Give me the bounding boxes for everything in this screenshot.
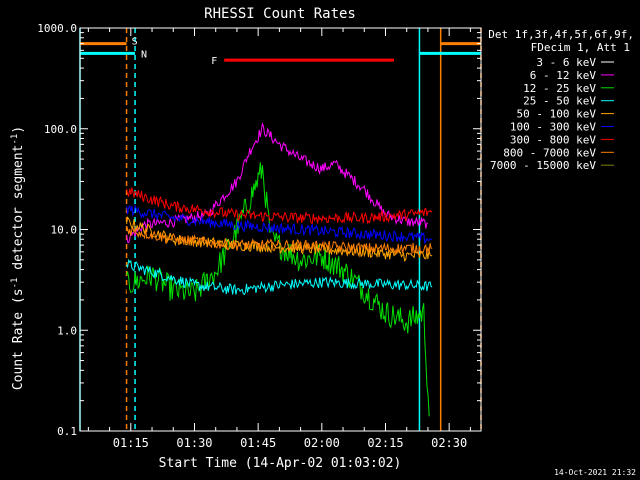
x-tick-label-4: 02:15 xyxy=(367,436,403,450)
x-axis-label: Start Time (14-Apr-02 01:03:02) xyxy=(159,456,402,471)
legend-entry-4: 50 - 100 keV xyxy=(517,108,597,121)
flare-label: F xyxy=(211,56,217,67)
legend-entry-8: 7000 - 15000 keV xyxy=(490,159,596,172)
plot-axes: 0.1 1.0 10.0 100.0 1000.0 01:15 01:30 01:45 02:0… xyxy=(37,22,482,450)
x-tick-label-3: 02:00 xyxy=(304,436,340,450)
series-line-5 xyxy=(126,203,433,245)
legend-entry-5: 100 - 300 keV xyxy=(510,121,596,134)
data-series xyxy=(126,122,433,417)
legend-entry-3: 25 - 50 keV xyxy=(523,95,596,108)
saa-label: S xyxy=(132,37,138,48)
x-tick-label-1: 01:30 xyxy=(176,436,212,450)
y-axis-label-middle: detector segment xyxy=(11,145,26,278)
y-tick-label-3: 100.0 xyxy=(44,123,77,136)
y-axis-label-exponent-1: -1 xyxy=(10,278,20,289)
legend-header-attenuator: FDecim 1, Att 1 xyxy=(531,41,630,54)
series-line-2 xyxy=(126,162,430,417)
y-tick-label-4: 1000.0 xyxy=(37,22,77,35)
y-tick-label-1: 1.0 xyxy=(57,324,77,337)
y-tick-label-2: 10.0 xyxy=(51,224,78,237)
series-line-7 xyxy=(126,226,433,256)
y-axis-label-end: ) xyxy=(11,126,26,134)
legend-entry-2: 12 - 25 keV xyxy=(523,82,596,95)
night-label: N xyxy=(141,49,147,60)
x-tick-label-5: 02:30 xyxy=(431,436,467,450)
legend-entry-7: 800 - 7000 keV xyxy=(503,146,596,159)
legend-entry-6: 300 - 800 keV xyxy=(510,133,596,146)
y-tick-label-0: 0.1 xyxy=(57,425,77,438)
plot-timestamp: 14-Oct-2021 21:32 xyxy=(554,468,636,477)
series-line-3 xyxy=(126,258,433,296)
legend-entry-1: 6 - 12 keV xyxy=(530,69,597,82)
y-axis-label: Count Rate (s-1 detector segment-1) xyxy=(10,126,26,390)
x-tick-label-2: 01:45 xyxy=(240,436,276,450)
x-tick-label-0: 01:15 xyxy=(113,436,149,450)
y-axis-label-exponent-2: -1 xyxy=(10,134,20,145)
series-line-6 xyxy=(126,187,433,225)
legend-header-detectors: Det 1f,3f,4f,5f,6f,9f, xyxy=(488,28,634,41)
series-line-1 xyxy=(126,122,428,244)
legend-entry-0: 3 - 6 keV xyxy=(536,56,596,69)
chart-title: RHESSI Count Rates xyxy=(204,6,356,22)
y-axis-label-start: Count Rate (s xyxy=(11,288,26,390)
